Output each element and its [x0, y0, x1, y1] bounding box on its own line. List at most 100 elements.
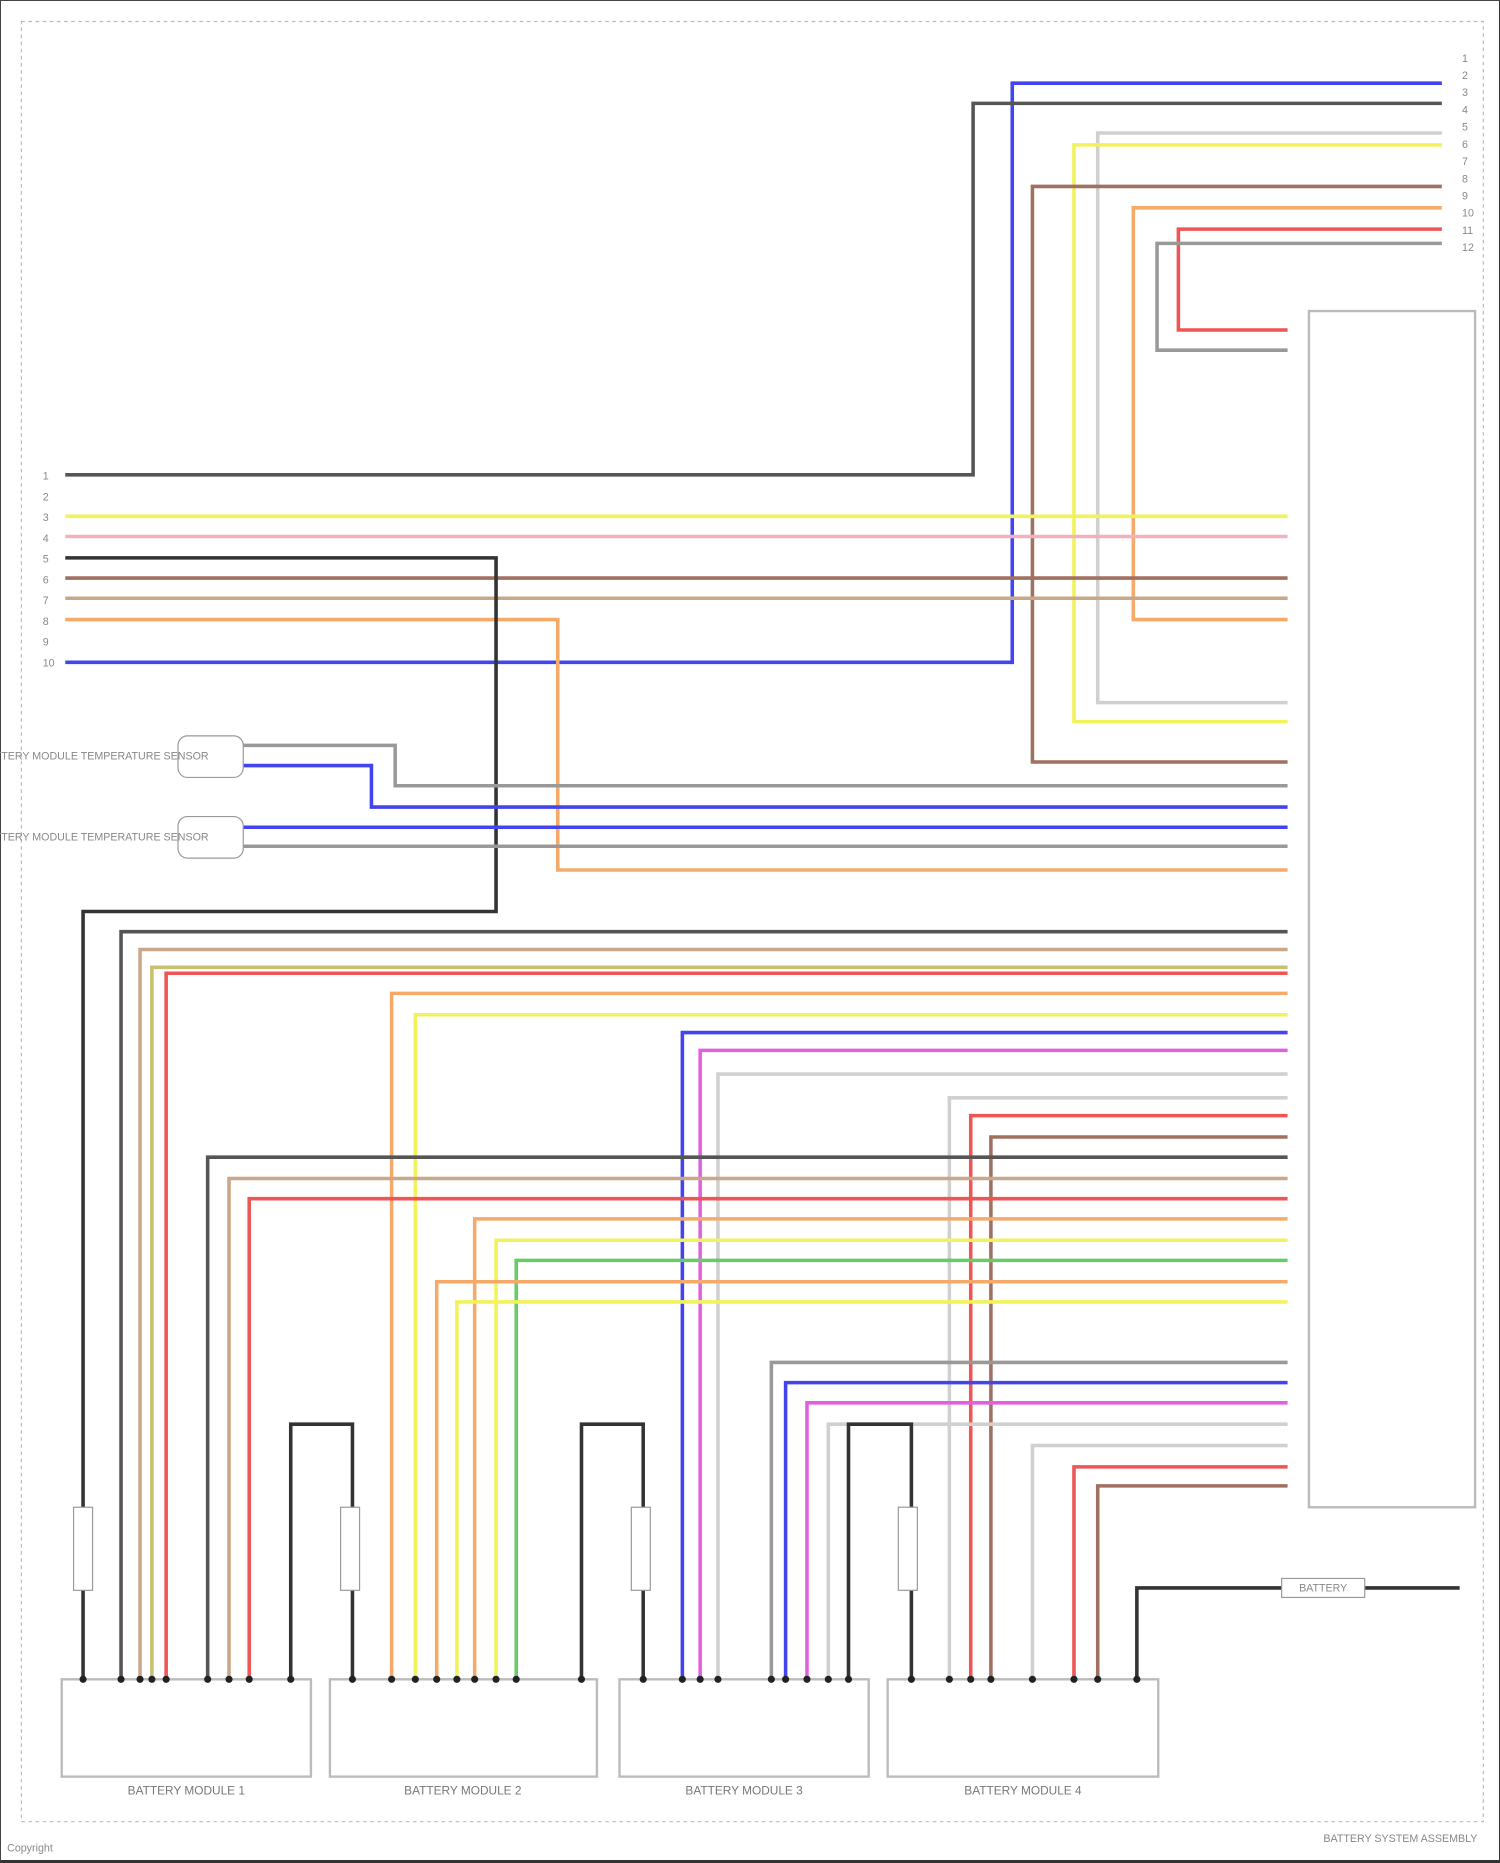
terminal-dot — [204, 1675, 212, 1683]
wire-yellow — [1072, 143, 1442, 724]
pin-number: 6 — [1462, 139, 1468, 151]
module-label-2: BATTERY MODULE 2 — [404, 1783, 521, 1797]
terminal-dot — [225, 1675, 233, 1683]
wire-gray — [1155, 241, 1442, 352]
fuse-1 — [72, 1506, 94, 1591]
wire-blue — [243, 763, 1288, 809]
pin-number: 1 — [1462, 53, 1468, 65]
pin-number: 8 — [43, 616, 49, 628]
sensor-label-1: BATTERY MODULE TEMPERATURE SENSOR — [0, 751, 209, 763]
module-label-3: BATTERY MODULE 3 — [685, 1783, 803, 1797]
battery-fuse — [1281, 1577, 1366, 1599]
wire-yellow — [413, 1012, 1288, 1680]
pin-number: 7 — [43, 595, 49, 607]
wire-dkgray — [205, 1155, 1288, 1680]
pin-number: 4 — [43, 533, 49, 545]
pin-number: 12 — [1462, 242, 1474, 254]
pin-number: 8 — [1462, 173, 1468, 185]
pin-number: 10 — [43, 657, 55, 669]
fuse-3 — [630, 1506, 651, 1591]
wire-green — [514, 1258, 1288, 1680]
terminal-dot — [696, 1675, 704, 1683]
terminal-dot — [824, 1675, 832, 1683]
wire-dkgray — [65, 101, 1442, 477]
pin-number: 4 — [1462, 104, 1468, 116]
wire-ltgray — [1095, 131, 1442, 705]
pin-number: 2 — [43, 491, 49, 503]
terminal-dot — [79, 1675, 87, 1683]
terminal-dot — [678, 1675, 686, 1683]
terminal-dot — [348, 1675, 357, 1683]
pin-number: 9 — [1462, 190, 1468, 202]
wire-ltgray — [947, 1096, 1288, 1680]
pin-number: 10 — [1462, 208, 1474, 220]
terminal-dot — [492, 1675, 500, 1683]
wire-brown — [1095, 1484, 1288, 1680]
module-label-4: BATTERY MODULE 4 — [964, 1783, 1082, 1797]
terminal-dot — [767, 1675, 775, 1683]
footer-title: BATTERY SYSTEM ASSEMBLY — [1323, 1833, 1477, 1845]
terminal-dot — [945, 1675, 953, 1683]
terminal-dot — [714, 1675, 722, 1683]
wire-orange — [65, 617, 1288, 872]
terminal-dot — [907, 1675, 915, 1683]
fuse-2 — [339, 1506, 361, 1591]
terminal-dot — [388, 1675, 396, 1683]
wire-ltgray — [716, 1072, 1288, 1680]
terminal-dot — [287, 1675, 295, 1683]
pin-number: 1 — [43, 471, 49, 483]
pin-number: 5 — [43, 554, 49, 566]
wire-yellow — [455, 1300, 1288, 1680]
wire-blue — [65, 81, 1442, 665]
pin-number: 3 — [1462, 87, 1468, 99]
wire-orange — [434, 1279, 1288, 1680]
wire-red — [1176, 227, 1442, 332]
terminal-dot — [411, 1675, 419, 1683]
wire-magenta — [698, 1048, 1288, 1680]
terminal-dot — [162, 1675, 170, 1683]
wire-dkgray — [119, 929, 1288, 1680]
wire-ltgray — [1030, 1443, 1288, 1680]
terminal-dot — [453, 1675, 461, 1683]
pin-number: 7 — [1462, 156, 1468, 168]
wire-orange — [389, 991, 1288, 1680]
wire-yellow — [494, 1238, 1288, 1680]
terminal-dot — [1094, 1675, 1102, 1683]
wire-blue — [783, 1380, 1288, 1680]
wire-tan — [138, 947, 1288, 1680]
temperature-sensor-2 — [177, 815, 244, 859]
terminal-dot — [782, 1675, 790, 1683]
terminal-dot — [844, 1675, 853, 1683]
pin-number: 11 — [1462, 225, 1473, 237]
terminal-dot — [967, 1675, 975, 1683]
sensor-label-2: BATTERY MODULE TEMPERATURE SENSOR — [0, 831, 209, 843]
terminal-dot — [148, 1675, 156, 1683]
wire-red — [164, 971, 1288, 1680]
pin-number: 5 — [1462, 122, 1468, 134]
wire-brown — [989, 1135, 1288, 1680]
terminal-dot — [639, 1675, 647, 1683]
pin-number: 6 — [43, 574, 49, 586]
pin-number: 9 — [43, 637, 49, 649]
fuse-4 — [897, 1506, 918, 1591]
terminal-dot — [1070, 1675, 1078, 1683]
module-label-1: BATTERY MODULE 1 — [128, 1783, 246, 1797]
wire-red — [1072, 1465, 1288, 1680]
terminal-dot — [803, 1675, 811, 1683]
fuse-label: BATTERY — [1299, 1582, 1347, 1594]
terminal-dot — [1133, 1675, 1141, 1683]
battery-module-1 — [60, 1678, 313, 1778]
wire-orange — [1131, 206, 1442, 622]
battery-module-3 — [618, 1678, 870, 1778]
terminal-dot — [117, 1675, 125, 1683]
dashed-border — [20, 20, 1484, 1823]
wire-olive — [150, 965, 1288, 1680]
terminal-dot — [245, 1675, 253, 1683]
terminal-dot — [433, 1675, 441, 1683]
wire-ltgray — [826, 1422, 1288, 1680]
wire-orange — [472, 1217, 1288, 1680]
wire-brown — [1030, 184, 1442, 764]
terminal-dot — [471, 1675, 479, 1683]
terminal-dot — [577, 1675, 586, 1683]
wire-red — [247, 1196, 1288, 1680]
